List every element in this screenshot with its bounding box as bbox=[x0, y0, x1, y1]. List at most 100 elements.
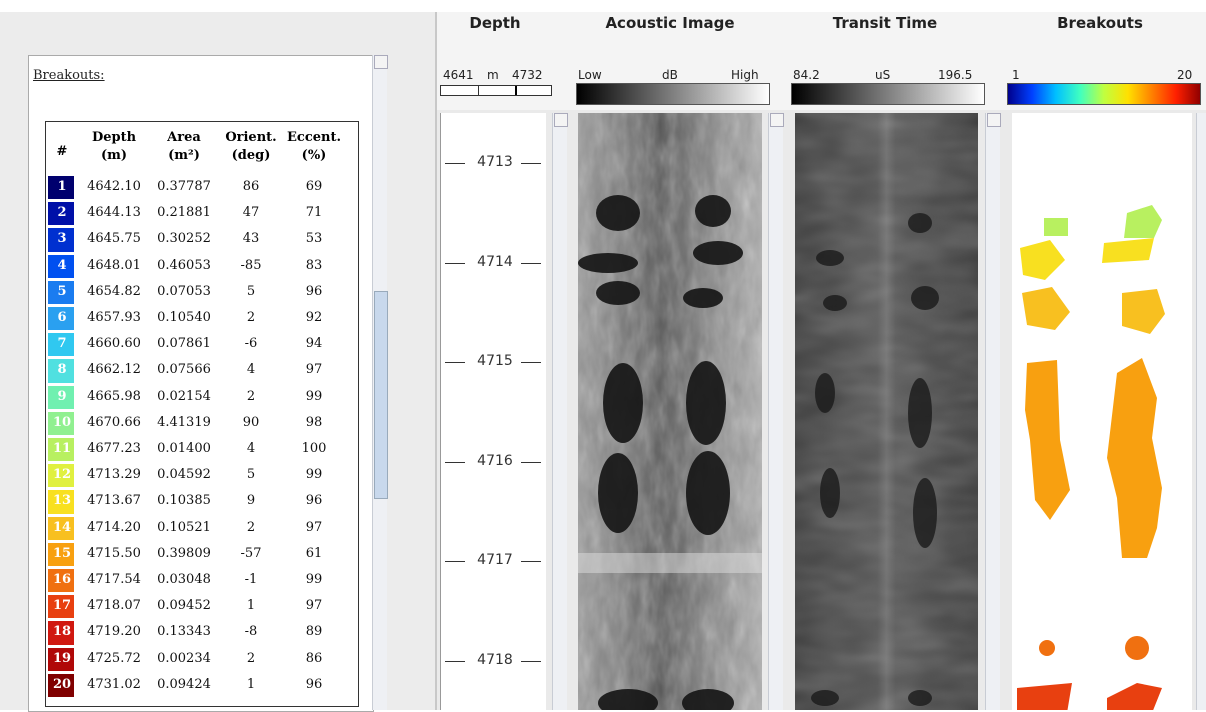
scale-label: dB bbox=[662, 68, 678, 82]
table-cell: 92 bbox=[283, 310, 345, 325]
depth-label: 4716 bbox=[471, 453, 519, 469]
table-cell: 0.07861 bbox=[149, 336, 219, 351]
table-cell: 96 bbox=[283, 677, 345, 692]
panel-scrollbar[interactable] bbox=[372, 55, 387, 710]
depth-tick bbox=[445, 362, 465, 363]
table-cell: 99 bbox=[283, 389, 345, 404]
scroll-up[interactable] bbox=[554, 113, 568, 127]
table-cell: 97 bbox=[283, 362, 345, 377]
table-cell: 71 bbox=[283, 205, 345, 220]
row-number: 5 bbox=[48, 284, 76, 299]
scroll-thumb[interactable] bbox=[374, 291, 388, 499]
row-number: 1 bbox=[48, 179, 76, 194]
panel-title: Breakouts: bbox=[33, 68, 105, 83]
track-title: Depth bbox=[440, 14, 550, 32]
table-cell: 0.09452 bbox=[149, 598, 219, 613]
table-cell: -57 bbox=[221, 546, 281, 561]
depth-tick bbox=[521, 462, 541, 463]
row-number: 13 bbox=[48, 493, 76, 508]
table-cell: 43 bbox=[221, 231, 281, 246]
depth-tick bbox=[521, 561, 541, 562]
scroll-up[interactable] bbox=[770, 113, 784, 127]
track-title: Acoustic Image bbox=[570, 14, 770, 32]
table-cell: 2 bbox=[221, 389, 281, 404]
table-cell: 4670.66 bbox=[79, 415, 149, 430]
table-cell: -8 bbox=[221, 624, 281, 639]
row-number: 4 bbox=[48, 258, 76, 273]
table-cell: 4665.98 bbox=[79, 389, 149, 404]
table-cell: 4718.07 bbox=[79, 598, 149, 613]
table-cell: 2 bbox=[221, 520, 281, 535]
acoustic-image bbox=[578, 113, 762, 710]
depth-tick bbox=[445, 263, 465, 264]
depth-tick bbox=[521, 263, 541, 264]
table-cell: 0.46053 bbox=[149, 258, 219, 273]
table-cell: 4719.20 bbox=[79, 624, 149, 639]
scroll-up[interactable] bbox=[987, 113, 1001, 127]
breakout-shape bbox=[1125, 636, 1149, 660]
table-cell: 4731.02 bbox=[79, 677, 149, 692]
us-colorbar bbox=[791, 83, 985, 105]
row-number: 12 bbox=[48, 467, 76, 482]
row-number: 3 bbox=[48, 231, 76, 246]
transit-time-image bbox=[795, 113, 978, 710]
row-number: 16 bbox=[48, 572, 76, 587]
column-header: Eccent. bbox=[283, 130, 345, 145]
column-header: (m²) bbox=[149, 148, 219, 163]
table-cell: 0.10540 bbox=[149, 310, 219, 325]
table-cell: 4715.50 bbox=[79, 546, 149, 561]
table-cell: 0.30252 bbox=[149, 231, 219, 246]
row-number: 14 bbox=[48, 520, 76, 535]
row-number: 11 bbox=[48, 441, 76, 456]
table-cell: 100 bbox=[283, 441, 345, 456]
scale-tick bbox=[478, 86, 479, 95]
depth-label: 4713 bbox=[471, 154, 519, 170]
scale-label: uS bbox=[875, 68, 890, 82]
table-cell: 0.03048 bbox=[149, 572, 219, 587]
table-cell: 0.10385 bbox=[149, 493, 219, 508]
breakouts-panel: Breakouts: #Depth(m)Area(m²)Orient.(deg)… bbox=[28, 55, 374, 712]
table-cell: 0.09424 bbox=[149, 677, 219, 692]
row-number: 15 bbox=[48, 546, 76, 561]
scale-label: 4641 bbox=[443, 68, 474, 82]
track-scrollbar[interactable] bbox=[1196, 113, 1206, 710]
table-cell: 4662.12 bbox=[79, 362, 149, 377]
row-number: 2 bbox=[48, 205, 76, 220]
track-scrollbar[interactable] bbox=[552, 113, 567, 710]
scroll-up[interactable] bbox=[374, 55, 388, 69]
column-header: (m) bbox=[79, 148, 149, 163]
depth-label: 4714 bbox=[471, 254, 519, 270]
row-number: 10 bbox=[48, 415, 76, 430]
table-cell: 90 bbox=[221, 415, 281, 430]
column-header: Area bbox=[149, 130, 219, 145]
table-cell: -1 bbox=[221, 572, 281, 587]
track-title: Breakouts bbox=[1000, 14, 1200, 32]
column-header: Depth bbox=[79, 130, 149, 145]
scale-label: 4732 bbox=[512, 68, 543, 82]
table-cell: 1 bbox=[221, 598, 281, 613]
table-cell: 0.04592 bbox=[149, 467, 219, 482]
table-cell: 96 bbox=[283, 493, 345, 508]
table-cell: 4644.13 bbox=[79, 205, 149, 220]
table-cell: 0.01400 bbox=[149, 441, 219, 456]
table-cell: 47 bbox=[221, 205, 281, 220]
table-cell: 99 bbox=[283, 572, 345, 587]
column-header: (deg) bbox=[221, 148, 281, 163]
table-cell: 5 bbox=[221, 284, 281, 299]
table-cell: 0.00234 bbox=[149, 651, 219, 666]
table-cell: 4654.82 bbox=[79, 284, 149, 299]
breakout-colorbar bbox=[1007, 83, 1201, 105]
table-cell: 4645.75 bbox=[79, 231, 149, 246]
table-cell: 1 bbox=[221, 677, 281, 692]
table-cell: 83 bbox=[283, 258, 345, 273]
track-scrollbar[interactable] bbox=[768, 113, 783, 710]
row-number: 19 bbox=[48, 651, 76, 666]
breakouts-track bbox=[1012, 113, 1192, 710]
scale-tick bbox=[515, 86, 517, 95]
track-scrollbar[interactable] bbox=[985, 113, 1000, 710]
table-cell: 86 bbox=[283, 651, 345, 666]
table-cell: 4 bbox=[221, 362, 281, 377]
table-cell: 0.37787 bbox=[149, 179, 219, 194]
depth-label: 4715 bbox=[471, 353, 519, 369]
